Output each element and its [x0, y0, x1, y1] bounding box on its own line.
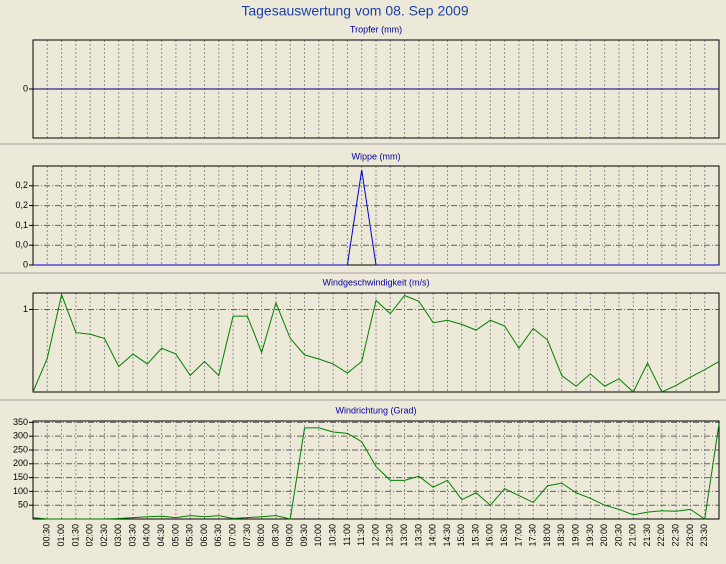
x-tick-label: 22:00: [656, 524, 666, 547]
x-tick-label: 05:00: [170, 524, 180, 547]
x-tick-label: 12:00: [370, 524, 380, 547]
y-tick-label: 200: [13, 458, 28, 468]
data-line: [32, 292, 720, 393]
y-tick-label: 100: [13, 486, 28, 496]
x-tick-label: 13:30: [413, 524, 423, 547]
y-tick-label: 0,2: [15, 180, 28, 190]
x-tick-label: 08:30: [270, 524, 280, 547]
x-tick-label: 01:00: [56, 524, 66, 547]
x-tick-label: 18:00: [542, 524, 552, 547]
panel-title: Windrichtung (Grad): [335, 405, 416, 415]
x-tick-label: 15:30: [470, 524, 480, 547]
x-tick-label: 03:30: [127, 524, 137, 547]
data-line: [32, 423, 720, 520]
x-tick-label: 20:30: [613, 524, 623, 547]
y-tick-label: 0: [23, 259, 28, 269]
x-tick-label: 08:00: [256, 524, 266, 547]
x-tick-label: 19:00: [570, 524, 580, 547]
y-tick-label: 350: [13, 417, 28, 427]
y-tick-label: 0: [23, 83, 28, 93]
x-tick-label: 22:30: [671, 524, 681, 547]
plot-frame: [32, 292, 720, 393]
x-tick-label: 13:00: [399, 524, 409, 547]
x-tick-label: 19:30: [585, 524, 595, 547]
x-tick-label: 23:30: [699, 524, 709, 547]
x-tick-label: 02:00: [85, 524, 95, 547]
x-tick-label: 09:00: [285, 524, 295, 547]
x-tick-label: 12:30: [385, 524, 395, 547]
panel-title: Tropfer (mm): [350, 24, 402, 34]
y-tick-label: 50: [18, 500, 28, 510]
x-tick-label: 15:00: [456, 524, 466, 547]
x-tick-label: 14:30: [442, 524, 452, 547]
x-tick-label: 14:00: [428, 524, 438, 547]
x-tick-label: 03:00: [113, 524, 123, 547]
x-tick-label: 17:30: [528, 524, 538, 547]
panel-title: Wippe (mm): [352, 151, 401, 161]
plot-frame: [32, 420, 720, 520]
x-tick-label: 06:30: [213, 524, 223, 547]
x-tick-label: 10:30: [328, 524, 338, 547]
x-tick-label: 16:00: [485, 524, 495, 547]
x-tick-label: 04:00: [142, 524, 152, 547]
page-title: Tagesauswertung vom 08. Sep 2009: [241, 3, 468, 19]
x-tick-label: 20:00: [599, 524, 609, 547]
panel-title: Windgeschwindigkeit (m/s): [322, 277, 429, 287]
x-tick-label: 02:30: [99, 524, 109, 547]
x-tick-label: 01:30: [70, 524, 80, 547]
x-tick-label: 11:00: [342, 524, 352, 546]
y-tick-label: 0,1: [15, 220, 28, 230]
x-tick-label: 07:30: [242, 524, 252, 547]
x-tick-label: 21:00: [628, 524, 638, 547]
y-tick-label: 0,0: [15, 240, 28, 250]
data-line: [33, 169, 719, 266]
y-tick-label: 250: [13, 444, 28, 454]
x-tick-label: 16:30: [499, 524, 509, 547]
y-tick-label: 300: [13, 431, 28, 441]
y-tick-label: 1: [23, 304, 28, 314]
x-tick-label: 05:30: [185, 524, 195, 547]
x-tick-label: 04:30: [156, 524, 166, 547]
x-tick-label: 23:00: [685, 524, 695, 547]
y-tick-label: 0,2: [15, 200, 28, 210]
x-tick-label: 00:30: [42, 524, 52, 547]
y-tick-label: 150: [13, 472, 28, 482]
x-tick-label: 06:00: [199, 524, 209, 547]
x-tick-label: 18:30: [556, 524, 566, 547]
x-tick-label: 17:00: [513, 524, 523, 547]
x-tick-label: 21:30: [642, 524, 652, 547]
x-tick-label: 09:30: [299, 524, 309, 547]
x-tick-label: 10:00: [313, 524, 323, 547]
x-tick-label: 07:00: [227, 524, 237, 547]
x-tick-label: 11:30: [356, 524, 366, 546]
